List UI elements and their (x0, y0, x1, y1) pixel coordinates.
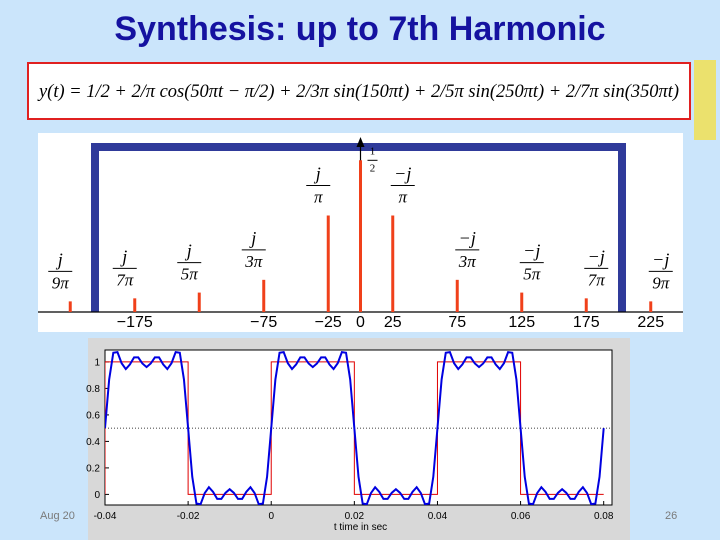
value-label-den: 5π (181, 265, 199, 284)
x-tick-label: 0 (268, 511, 274, 522)
value-label-num: −j (523, 241, 540, 261)
x-tick-label: 0.02 (345, 511, 365, 522)
value-label-num: −j (588, 246, 605, 266)
x-axis-label: t time in sec (334, 522, 387, 533)
value-label-den: π (398, 188, 407, 207)
x-tick-label: 0.08 (594, 511, 614, 522)
x-tick-label: 75 (448, 314, 466, 331)
formula-box (27, 62, 691, 120)
slide-title: Synthesis: up to 7th Harmonic (114, 10, 605, 48)
value-label-den: 3π (244, 252, 263, 271)
series-line (105, 361, 604, 495)
decoration (694, 60, 716, 140)
x-tick-label: 0 (356, 314, 365, 331)
page-number: 26 (665, 510, 677, 522)
value-label-num: j (56, 249, 63, 269)
x-tick-label: −25 (315, 314, 342, 331)
value-label-num: j (314, 164, 321, 184)
x-tick-label: 125 (508, 314, 535, 331)
value-label-num: j (249, 228, 256, 248)
value-label-den: 9π (52, 273, 70, 292)
value-label-den: 9π (652, 273, 670, 292)
value-label-num: 1 (370, 145, 376, 157)
value-label-den: 7π (116, 270, 134, 289)
y-tick-label: 0.4 (86, 437, 100, 448)
value-label-den: 2 (370, 162, 376, 174)
y-tick-label: 1 (94, 357, 100, 368)
footer-date: Aug 20 (40, 510, 75, 522)
value-label-num: −j (394, 164, 411, 184)
value-label-den: 5π (523, 265, 541, 284)
y-tick-label: 0.6 (86, 410, 100, 421)
y-tick-label: 0.8 (86, 384, 100, 395)
axis-arrow (356, 137, 365, 147)
x-tick-label: -0.02 (177, 511, 200, 522)
value-label-den: 3π (458, 252, 477, 271)
x-tick-label: 25 (384, 314, 402, 331)
chart-layer: −175 −75 −25 0 25 75 125 175 225j9πj7πj5πj3πjπ12… (38, 137, 683, 533)
series-line (105, 351, 605, 505)
y-tick-label: 0 (94, 490, 100, 501)
x-tick-label: −175 (117, 314, 153, 331)
x-tick-label: 225 (637, 314, 664, 331)
x-tick-label: 0.06 (511, 511, 531, 522)
value-label-num: −j (652, 249, 669, 269)
value-label-num: j (120, 246, 127, 266)
x-tick-label: -0.04 (94, 511, 117, 522)
value-label-num: −j (459, 228, 476, 248)
x-tick-label: 175 (573, 314, 600, 331)
value-label-den: π (314, 188, 323, 207)
value-label-num: j (185, 241, 192, 261)
x-tick-label: −75 (250, 314, 277, 331)
value-label-den: 7π (588, 270, 606, 289)
x-tick-label: 0.04 (428, 511, 448, 522)
y-tick-label: 0.2 (86, 463, 100, 474)
formula: y(t) = 1/2 + 2/π cos(50πt − π/2) + 2/3π … (37, 81, 679, 102)
